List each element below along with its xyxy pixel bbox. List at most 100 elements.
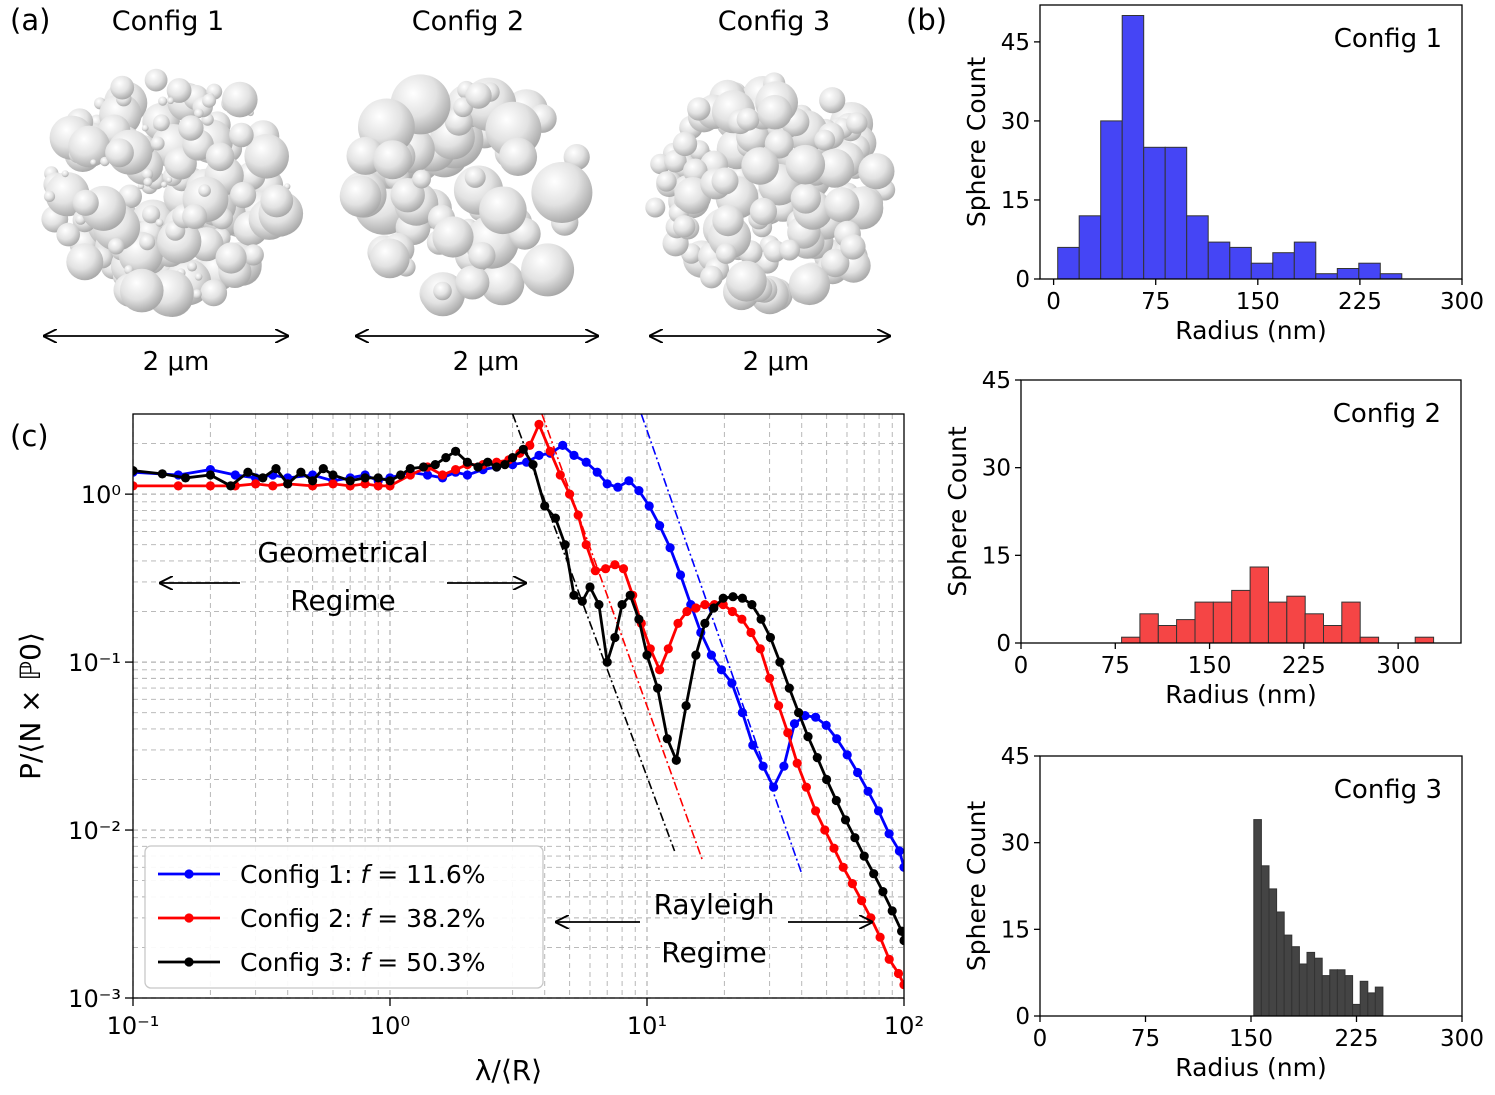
hist-bar	[1253, 819, 1262, 1017]
sphere	[339, 175, 382, 218]
hist-bar	[1272, 252, 1295, 280]
sphere	[192, 289, 202, 299]
sphere	[230, 181, 257, 209]
hist-title: Config 3	[1334, 775, 1442, 805]
legend: Config 1: f = 11.6% Config 2: f = 38.2% Co…	[144, 845, 544, 989]
hist-bar	[1359, 980, 1369, 1017]
sphere	[66, 243, 104, 281]
data-point	[251, 479, 261, 489]
data-point	[755, 644, 765, 654]
sphere	[645, 197, 666, 218]
panel-a: (a) Config 1 Config 2 Config 3 2 μm 2 μm…	[10, 3, 896, 377]
scale-label-config2: 2 μm	[453, 347, 520, 377]
legend-box	[144, 845, 544, 989]
sphere	[455, 265, 490, 300]
data-point	[789, 719, 800, 729]
histogram-config2: 0 75 150 225 300 0 15 30 45 Config 2 Radius (nm) Sp…	[943, 368, 1462, 709]
data-point	[873, 806, 884, 816]
x-tick-label: 150	[1236, 289, 1280, 315]
x-tick-label: 10²	[884, 1012, 924, 1040]
series	[133, 444, 904, 946]
data-point	[205, 481, 215, 491]
data-point	[663, 644, 673, 654]
data-point	[899, 980, 904, 990]
data-point	[673, 618, 683, 629]
sphere	[683, 158, 708, 184]
hist-bar	[1306, 951, 1316, 1017]
sphere	[369, 238, 410, 279]
x-tick-label: 75	[1131, 1026, 1160, 1052]
sphere	[819, 87, 846, 114]
data-point	[610, 632, 620, 643]
sphere	[166, 176, 173, 183]
x-tick-label: 10¹	[627, 1012, 667, 1040]
data-point	[545, 446, 555, 456]
sphere	[432, 216, 474, 258]
hist-bar	[1321, 975, 1331, 1017]
data-point	[624, 476, 634, 486]
data-point	[617, 600, 627, 610]
data-point	[831, 795, 841, 806]
data-point	[691, 603, 701, 613]
data-point	[887, 906, 897, 916]
data-point	[821, 720, 831, 731]
hist-bar	[1164, 146, 1188, 280]
data-point	[709, 603, 719, 613]
panel-label-b: (b)	[906, 3, 947, 37]
hist-bar	[1078, 215, 1102, 280]
sphere	[153, 114, 170, 132]
sphere	[244, 134, 289, 179]
y-axis-label: P/⟨N × ℙ0⟩	[14, 632, 47, 780]
data-point	[706, 650, 717, 660]
sphere	[68, 125, 110, 168]
sphere	[43, 190, 56, 202]
x-tick-label: 225	[1335, 1026, 1379, 1052]
y-tick-label: 0	[996, 631, 1011, 657]
data-point	[820, 825, 830, 835]
sphere	[222, 81, 258, 118]
data-point	[884, 954, 894, 964]
hist-bar	[1121, 636, 1141, 644]
sphere	[110, 75, 135, 100]
data-point	[775, 657, 785, 667]
data-point	[405, 470, 415, 480]
data-point	[838, 862, 848, 872]
hist-bar	[1314, 957, 1323, 1017]
y-tick-label: 30	[1001, 109, 1030, 135]
hist-bar	[1358, 262, 1381, 280]
sphere	[673, 215, 696, 238]
y-tick-label: 0	[1015, 1004, 1030, 1030]
data-point	[418, 462, 429, 472]
sphere	[531, 162, 593, 223]
data-point	[613, 482, 623, 492]
data-point	[662, 734, 672, 744]
x-tick-label: 0	[1033, 1026, 1048, 1052]
sphere	[143, 177, 153, 187]
chart-frame	[132, 413, 905, 999]
hist-bar	[1352, 1003, 1361, 1017]
hist-bar	[1157, 625, 1178, 644]
data-point	[634, 486, 644, 496]
rayleigh-label-line2: Regime	[661, 936, 766, 969]
sphere	[480, 261, 525, 306]
legend-entry: Config 3: f = 50.3%	[240, 948, 486, 977]
hist-bar	[1336, 268, 1360, 280]
data-point	[665, 543, 675, 553]
data-point	[226, 481, 236, 491]
data-point	[784, 683, 794, 693]
x-tick-label: 0	[1014, 653, 1029, 679]
sphere	[465, 82, 492, 109]
x-tick-label: 300	[1376, 653, 1420, 679]
sphere	[242, 244, 264, 266]
data-point	[423, 470, 433, 480]
sphere	[749, 197, 778, 226]
data-point	[840, 815, 851, 825]
sphere	[205, 142, 235, 172]
hist-bar	[1121, 15, 1145, 280]
data-point	[268, 481, 278, 491]
hist-bar	[1291, 946, 1300, 1017]
sphere	[479, 186, 527, 235]
data-point	[801, 782, 812, 792]
data-point	[328, 479, 338, 489]
data-point	[746, 627, 756, 638]
